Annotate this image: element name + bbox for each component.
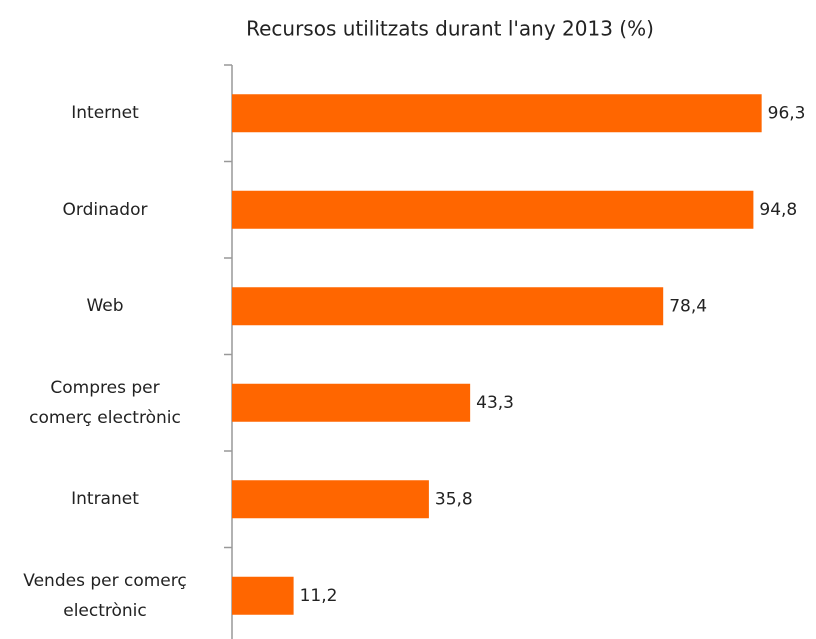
bar	[232, 576, 294, 615]
bar	[232, 94, 762, 133]
bar	[232, 287, 664, 326]
category-label: Vendes per comerç electrònic	[23, 570, 187, 621]
category-label: Ordinador	[62, 199, 148, 220]
value-label: 78,4	[669, 296, 707, 316]
category-label: Compres per comerç electrònic	[29, 377, 181, 428]
value-label: 35,8	[435, 489, 473, 509]
value-label: 94,8	[759, 200, 797, 220]
category-label: Intranet	[71, 489, 139, 510]
chart-title: Recursos utilitzats durant l'any 2013 (%…	[246, 17, 654, 41]
value-label: 43,3	[476, 393, 514, 413]
bar	[232, 383, 471, 422]
bar	[232, 190, 754, 229]
value-label: 11,2	[300, 586, 338, 606]
value-label: 96,3	[768, 103, 806, 123]
category-label: Internet	[71, 103, 139, 124]
bar	[232, 480, 429, 519]
category-label: Web	[86, 296, 124, 317]
